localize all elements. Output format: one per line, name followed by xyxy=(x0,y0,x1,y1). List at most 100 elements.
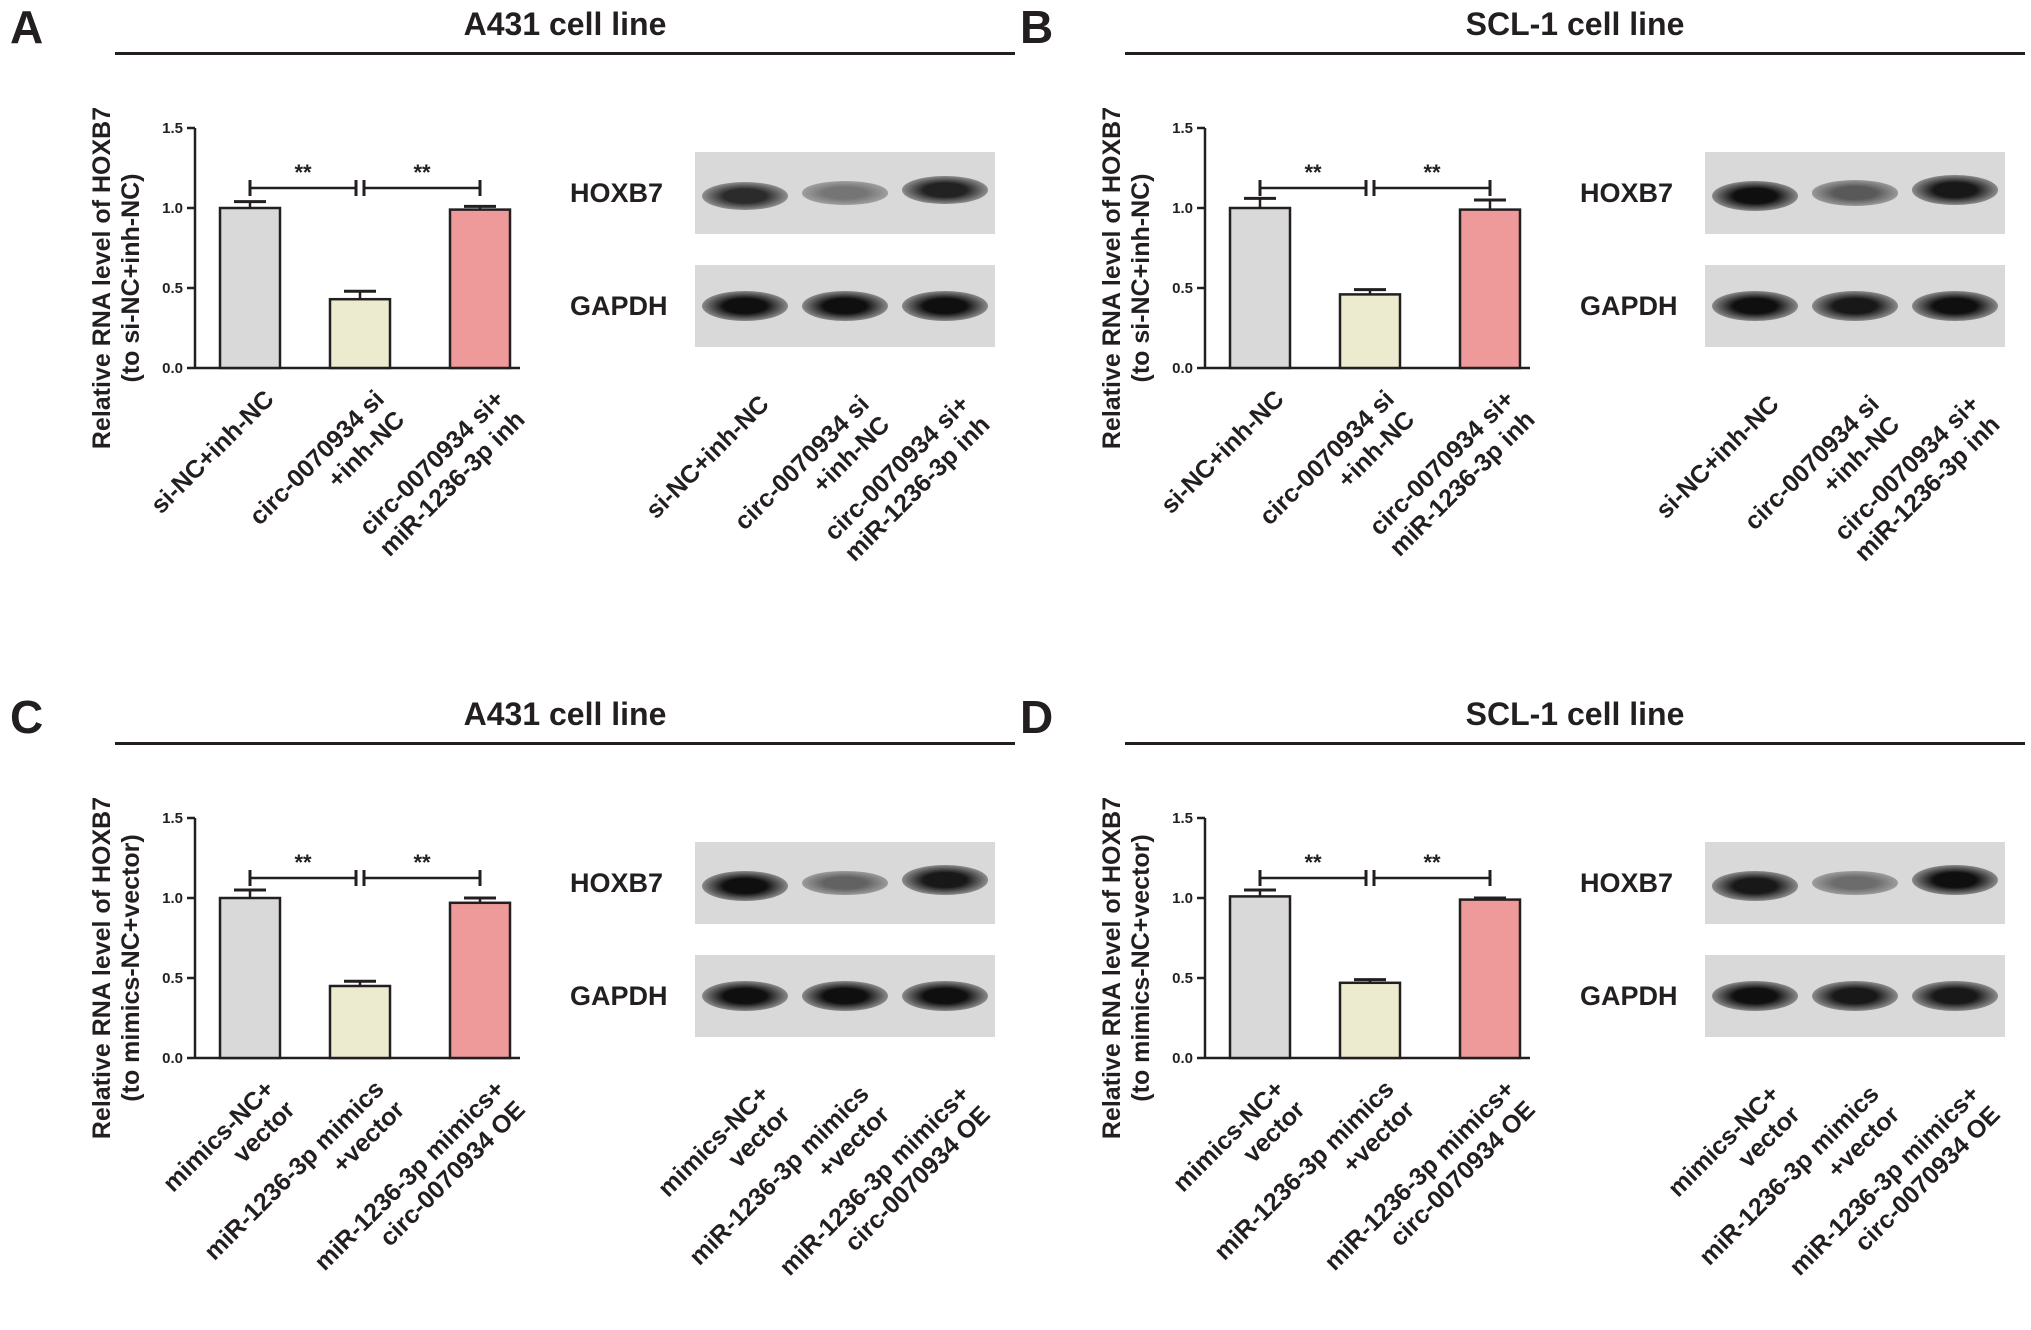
y-axis-label: Relative RNA level of HOXB7(to mimics-NC… xyxy=(1098,797,1155,1139)
blot-band xyxy=(1812,291,1898,321)
y-tick-label: 0.0 xyxy=(1172,1050,1193,1067)
bar xyxy=(1338,981,1402,1060)
significance-label: ** xyxy=(1423,850,1441,875)
bar xyxy=(1338,293,1402,370)
hoxb7-blot xyxy=(695,152,995,234)
title-underline xyxy=(1125,742,2025,745)
significance-bracket xyxy=(1372,870,1492,886)
gapdh-blot xyxy=(1705,955,2005,1037)
panel-letter: D xyxy=(1020,691,1054,743)
blot-band xyxy=(902,981,988,1011)
y-axis-label-line: (to si-NC+inh-NC) xyxy=(1127,174,1155,383)
blot-band xyxy=(1912,865,1998,895)
hoxb7-blot xyxy=(1705,152,2005,234)
bar xyxy=(218,206,282,370)
y-tick-label: 1.5 xyxy=(1172,810,1193,827)
significance-bracket xyxy=(1258,180,1368,196)
blot-band xyxy=(902,865,988,895)
panel-a: A A431 cell line 0.0 0.5 1.0 1.5 Relative RNA … xyxy=(10,0,1020,640)
hoxb7-blot-label: HOXB7 xyxy=(1580,868,1674,898)
y-axis-label-line: Relative RNA level of HOXB7 xyxy=(1098,107,1126,449)
y-axis-label-line: Relative RNA level of HOXB7 xyxy=(88,107,116,449)
significance-label: ** xyxy=(294,850,312,875)
significance-label: ** xyxy=(1304,160,1322,185)
panel-c: C A431 cell line 0.0 0.5 1.0 1.5 Relative RNA … xyxy=(10,690,1020,1330)
significance-label: ** xyxy=(413,850,431,875)
bar xyxy=(1458,208,1522,370)
blot-band xyxy=(802,181,888,205)
title-underline xyxy=(115,52,1015,55)
blot-band xyxy=(1712,181,1798,211)
y-tick-label: 0.5 xyxy=(1172,280,1193,297)
y-axis-label-line: (to mimics-NC+vector) xyxy=(1127,834,1155,1101)
panel-letter: B xyxy=(1020,1,1054,53)
y-tick-label: 1.5 xyxy=(162,120,183,137)
panel-title: SCL-1 cell line xyxy=(1465,6,1685,42)
bar-chart: 0.0 0.5 1.0 1.5 Relative RNA level of HOXB7(… xyxy=(1098,797,1530,1139)
hoxb7-blot-label: HOXB7 xyxy=(570,178,664,208)
panel-letter: C xyxy=(10,691,44,743)
significance-bracket xyxy=(362,180,482,196)
panel-b: B SCL-1 cell line 0.0 0.5 1.0 1.5 Relative RNA… xyxy=(1020,0,2030,640)
y-axis-label-line: (to mimics-NC+vector) xyxy=(117,834,145,1101)
blot-band xyxy=(1912,291,1998,321)
y-tick-label: 0.0 xyxy=(1172,360,1193,377)
gapdh-blot-label: GAPDH xyxy=(1580,981,1678,1011)
hoxb7-blot xyxy=(1705,842,2005,924)
y-tick-label: 1.0 xyxy=(162,890,183,907)
bar xyxy=(448,208,512,370)
y-axis-label: Relative RNA level of HOXB7(to si-NC+inh… xyxy=(88,107,145,449)
blot-band xyxy=(802,291,888,321)
y-axis-label: Relative RNA level of HOXB7(to si-NC+inh… xyxy=(1098,107,1155,449)
significance-bracket xyxy=(1258,870,1368,886)
blot-band xyxy=(1712,871,1798,901)
blot-band xyxy=(1812,981,1898,1011)
bar-chart: 0.0 0.5 1.0 1.5 Relative RNA level of HOXB7(… xyxy=(88,797,520,1139)
bar xyxy=(1228,895,1292,1060)
gapdh-blot xyxy=(1705,265,2005,347)
gapdh-blot-label: GAPDH xyxy=(570,291,668,321)
blot-band xyxy=(902,175,988,205)
blot-band xyxy=(1812,871,1898,895)
blot-band xyxy=(702,871,788,901)
y-axis-label-line: (to si-NC+inh-NC) xyxy=(117,174,145,383)
y-axis-label-line: Relative RNA level of HOXB7 xyxy=(88,797,116,1139)
bar xyxy=(328,297,392,370)
hoxb7-blot xyxy=(695,842,995,924)
y-tick-label: 1.0 xyxy=(1172,200,1193,217)
title-underline xyxy=(115,742,1015,745)
y-tick-label: 0.0 xyxy=(162,1050,183,1067)
blot-band xyxy=(1912,175,1998,205)
y-tick-label: 1.5 xyxy=(162,810,183,827)
blot-band xyxy=(1712,981,1798,1011)
y-tick-label: 0.5 xyxy=(1172,970,1193,987)
blot-band xyxy=(902,291,988,321)
blot-band xyxy=(702,181,788,211)
bar xyxy=(328,984,392,1060)
blot-band xyxy=(802,870,888,896)
hoxb7-blot-label: HOXB7 xyxy=(1580,178,1674,208)
bar-chart: 0.0 0.5 1.0 1.5 Relative RNA level of HOXB7(… xyxy=(88,107,520,449)
bar xyxy=(448,901,512,1060)
panel-title: A431 cell line xyxy=(463,6,667,42)
bar xyxy=(1228,206,1292,370)
blot-band xyxy=(802,981,888,1011)
bar xyxy=(218,896,282,1060)
y-tick-label: 0.5 xyxy=(162,280,183,297)
y-tick-label: 1.0 xyxy=(1172,890,1193,907)
y-axis-label: Relative RNA level of HOXB7(to mimics-NC… xyxy=(88,797,145,1139)
gapdh-blot xyxy=(695,955,995,1037)
significance-label: ** xyxy=(1423,160,1441,185)
significance-label: ** xyxy=(413,160,431,185)
y-tick-label: 1.0 xyxy=(162,200,183,217)
significance-bracket xyxy=(248,180,358,196)
hoxb7-blot-label: HOXB7 xyxy=(570,868,664,898)
gapdh-blot-label: GAPDH xyxy=(1580,291,1678,321)
blot-band xyxy=(1912,981,1998,1011)
bar xyxy=(1458,898,1522,1060)
gapdh-blot xyxy=(695,265,995,347)
y-axis-label-line: Relative RNA level of HOXB7 xyxy=(1098,797,1126,1139)
blot-band xyxy=(1812,180,1898,206)
blot-band xyxy=(1712,291,1798,321)
panel-title: A431 cell line xyxy=(463,696,667,732)
